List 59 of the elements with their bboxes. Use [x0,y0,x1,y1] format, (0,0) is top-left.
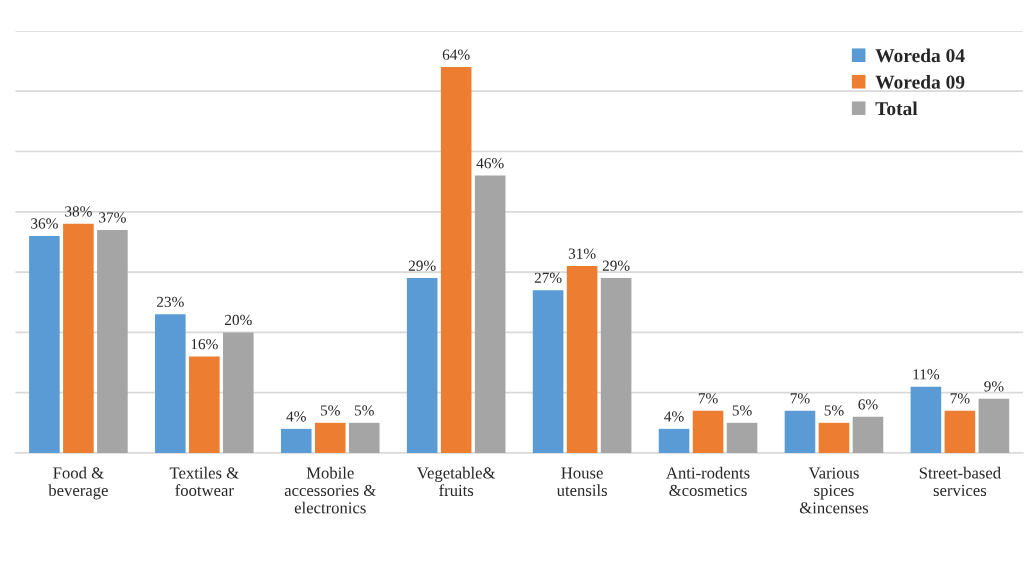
legend-label: Woreda 09 [875,75,965,89]
bar [658,428,690,453]
legend-label: Total [875,101,918,116]
data-label: 36% [31,218,58,229]
bar [818,422,850,453]
data-label: 5% [824,405,844,416]
x-tick-label: Anti-rodents &cosmetics [666,466,750,497]
data-label: 20% [224,314,252,326]
bar [189,356,220,453]
bar [97,229,128,453]
data-label: 4% [664,411,684,422]
x-tick-label: House utensils [556,467,607,497]
bar [692,410,724,453]
data-label: 7% [698,393,718,404]
data-label: 6% [858,399,878,410]
data-label: 7% [950,393,970,404]
data-label: 31% [568,248,596,259]
bar [280,428,312,453]
data-label: 29% [408,260,436,271]
data-label: 9% [984,381,1004,392]
bar [314,422,346,453]
bar [63,223,94,453]
data-label: 5% [354,405,374,416]
bar [600,278,632,453]
bar [978,398,1010,453]
data-label: 64% [442,49,470,60]
x-tick-label: Various spices &incenses [799,467,869,514]
bar [944,410,976,453]
data-label: 4% [286,411,306,422]
bar [566,266,598,453]
bar [784,410,816,453]
data-label: 7% [790,393,810,404]
bar [726,422,758,453]
data-label: 11% [913,369,940,380]
data-label: 5% [320,405,340,416]
bar [532,290,564,453]
data-label: 29% [602,260,630,271]
x-tick-label: Textiles & footwear [169,466,239,497]
bar [155,314,186,453]
bar [910,386,942,453]
x-tick-label: Food & beverage [48,466,108,500]
legend-label: Woreda 04 [875,48,965,63]
x-tick-label: Street-based services [919,466,1001,497]
bar [852,416,884,453]
data-label: 23% [156,296,184,308]
data-label: 46% [476,158,504,169]
bar [29,235,60,453]
data-label: 16% [191,338,218,350]
bar [348,422,380,453]
data-label: 5% [732,405,752,416]
bar [223,332,254,453]
data-label: 37% [99,212,126,223]
bar [406,278,438,453]
x-tick-label: Mobile accessories & electronics [284,466,376,514]
data-label: 38% [65,206,92,217]
data-label: 27% [534,272,562,283]
bar [474,175,506,453]
bar [440,67,472,453]
x-tick-label: Vegetable& fruits [417,466,496,497]
